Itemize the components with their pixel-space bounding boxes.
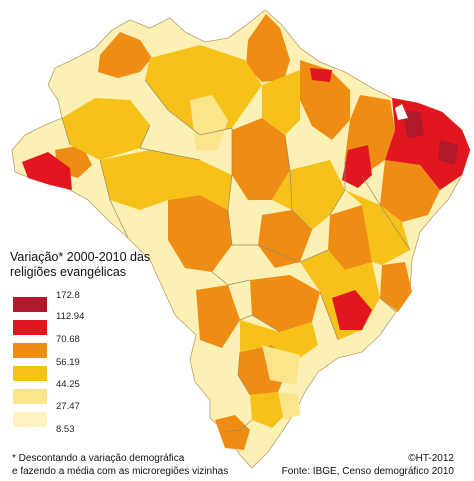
region-orange-goias (258, 210, 312, 268)
region-pale-minas-south (262, 345, 300, 385)
region-red-minas (332, 290, 372, 330)
legend-label-172-8: 172.8 (56, 290, 80, 301)
region-orange-northeast-interior (380, 160, 440, 222)
region-gold-north (145, 45, 262, 135)
legend-label-56-19: 56.19 (56, 357, 80, 368)
region-gold-bahia (345, 190, 410, 265)
legend-label-70-68: 70.68 (56, 334, 80, 345)
legend-swatch-70-68 (13, 343, 47, 358)
region-darkred-rn (438, 140, 458, 165)
legend-label-27-47: 27.47 (56, 401, 80, 412)
legend-label-8-53: 8.53 (56, 424, 75, 435)
legend-swatch-44-25 (13, 389, 47, 404)
legend-label-112-94: 112.94 (56, 311, 85, 322)
legend-title: Variação* 2000-2010 das religiões evangé… (10, 250, 170, 280)
state-borders (61, 79, 411, 433)
footnote-line-2: e fazendo a média com as microregiões vi… (12, 466, 229, 477)
region-gold-mato-grosso (100, 150, 232, 210)
source-text: Fonte: IBGE, Censo demográfico 2010 (281, 466, 454, 477)
region-orange-centre-north (232, 118, 290, 200)
region-pale-goias-north (190, 95, 228, 150)
region-red-maranhao-coast (310, 68, 332, 82)
region-gold-sao-paulo (240, 320, 318, 365)
region-gold-amazonas-west (62, 98, 150, 160)
legend-label-44-25: 44.25 (56, 379, 80, 390)
region-red-piaui (342, 145, 372, 188)
legend-swatch-172-8 (13, 297, 47, 312)
region-orange-amazonas (98, 32, 152, 78)
legend-swatch-112-94 (13, 320, 47, 335)
region-orange-north-corridor (246, 14, 290, 82)
region-orange-rio-grande-sul (215, 415, 250, 450)
legend-title-line-2: religiões evangélicas (10, 265, 127, 279)
legend-title-line-1: Variação* 2000-2010 das (10, 250, 151, 264)
source-credit: ©HT-2012 Fonte: IBGE, Censo demográfico … (282, 452, 454, 478)
legend-swatch-56-19 (13, 366, 47, 381)
region-orange-southeast (250, 275, 320, 332)
region-orange-mato-grosso-sul (196, 285, 240, 348)
legend-swatch-27-47 (13, 412, 47, 427)
copyright-text: ©HT-2012 (408, 453, 454, 464)
region-orange-centre-west (168, 195, 232, 272)
footnote-line-1: * Descontando a variação demográfica (12, 453, 185, 464)
region-gold-para (262, 70, 300, 135)
region-pale-santa-catarina (278, 392, 300, 420)
footnote: * Descontando a variação demográfica e f… (12, 452, 228, 478)
region-red-acre (22, 152, 72, 190)
region-white-para (395, 104, 408, 120)
region-orange-espirito-santo (380, 262, 412, 312)
